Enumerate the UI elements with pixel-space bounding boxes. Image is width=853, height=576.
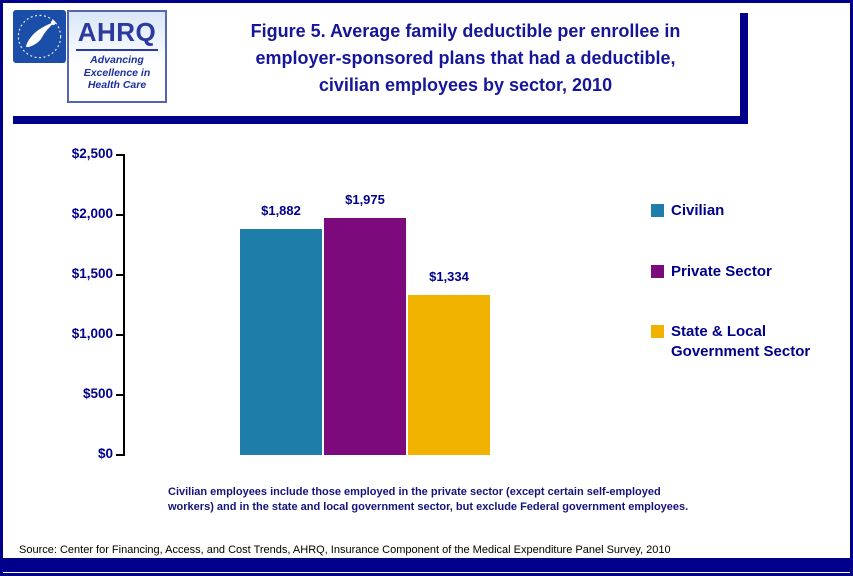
- ahrq-logo-text: AHRQ: [77, 17, 157, 47]
- header-rule-horizontal: [13, 116, 748, 124]
- bar-value-label: $1,334: [429, 269, 469, 284]
- y-axis-tick: [116, 334, 125, 336]
- bar-private-sector: [324, 218, 406, 455]
- bar-value-label: $1,882: [261, 203, 301, 218]
- footnote: Civilian employees include those employe…: [168, 486, 689, 514]
- y-axis-tick: [116, 214, 125, 216]
- y-axis-tick-label: $2,000: [71, 206, 113, 221]
- y-axis-tick-label: $1,000: [71, 326, 113, 341]
- legend-label-civilian: Civilian: [671, 202, 725, 219]
- bar-state-local-government-sector: [408, 295, 490, 455]
- y-axis-tick-label: $1,500: [71, 266, 113, 281]
- legend-item-state-local-government: State & Local Government Sector: [651, 322, 810, 361]
- hhs-eagle-icon: [13, 10, 66, 63]
- y-axis-tick: [116, 454, 125, 456]
- ahrq-logo-divider: [76, 49, 158, 51]
- legend-item-private-sector: Private Sector: [651, 262, 810, 282]
- header-rule-vertical: [740, 13, 748, 124]
- source-line: Source: Center for Financing, Access, an…: [19, 544, 671, 556]
- bar-civilian: [240, 229, 322, 455]
- figure-title: Figure 5. Average family deductible per …: [250, 21, 681, 95]
- legend-item-civilian: Civilian: [651, 201, 810, 221]
- legend-swatch-civilian: [651, 204, 664, 217]
- y-axis-tick-label: $500: [82, 386, 113, 401]
- legend-swatch-private-sector: [651, 264, 664, 278]
- bar-value-label: $1,975: [345, 192, 385, 207]
- legend-swatch-state-local-government: [651, 325, 664, 338]
- y-axis-tick: [116, 154, 125, 156]
- ahrq-tagline: Advancing Excellence in Health Care: [83, 54, 151, 92]
- ahrq-logo: AHRQ Advancing Excellence in Health Care: [67, 10, 167, 103]
- y-axis-tick: [116, 394, 125, 396]
- y-axis-tick-label: $0: [97, 446, 113, 461]
- y-axis-tick: [116, 274, 125, 276]
- bottom-accent-bar: [3, 558, 850, 572]
- chart-legend: Civilian Private Sector State & Local Go…: [651, 201, 810, 402]
- legend-label-state-local-government: State & Local Government Sector: [671, 323, 811, 360]
- legend-label-private-sector: Private Sector: [671, 262, 772, 280]
- plot-area: $0 $500 $1,000 $1,500 $2,000 $2,500 $1,882 $1,9…: [72, 146, 623, 461]
- y-axis-tick-label: $2,500: [71, 146, 113, 161]
- hhs-logo: [13, 10, 66, 63]
